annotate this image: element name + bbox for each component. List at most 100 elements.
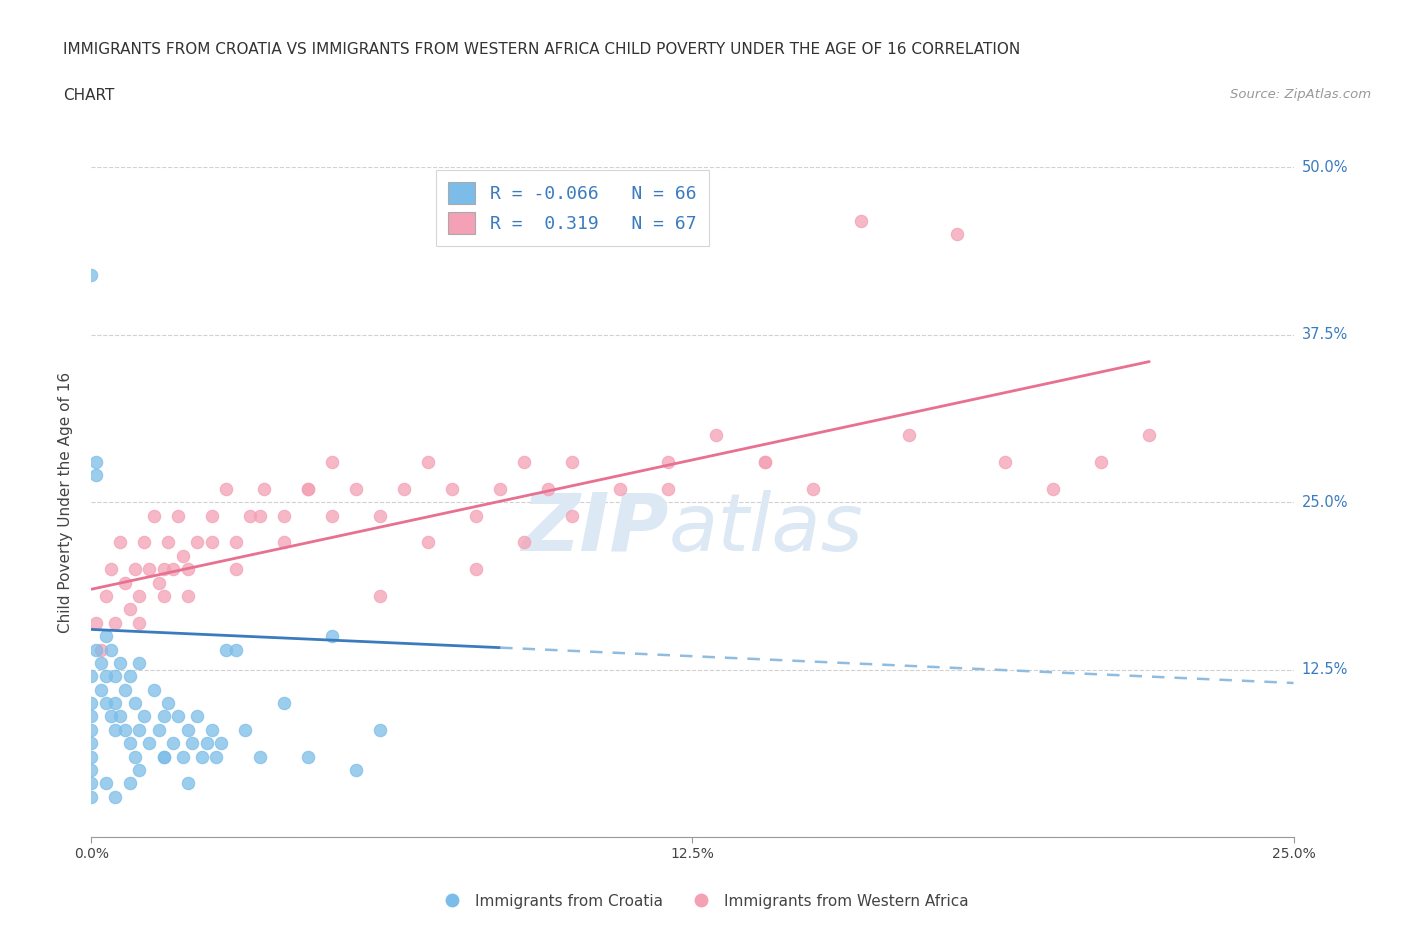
Point: [994, 455, 1017, 470]
Point: [148, 723, 170, 737]
Point: [80, 669, 103, 684]
Point: [897, 428, 920, 443]
Text: IMMIGRANTS FROM CROATIA VS IMMIGRANTS FROM WESTERN AFRICA CHILD POVERTY UNDER TH: IMMIGRANTS FROM CROATIA VS IMMIGRANTS FR…: [63, 42, 1021, 57]
Point: [249, 750, 271, 764]
Point: [104, 696, 127, 711]
Point: [80, 267, 103, 282]
Point: [321, 455, 343, 470]
Point: [167, 508, 190, 523]
Point: [215, 482, 238, 497]
Point: [162, 562, 184, 577]
Point: [176, 723, 198, 737]
Point: [84, 455, 107, 470]
Point: [344, 763, 367, 777]
Point: [104, 790, 127, 804]
Point: [195, 736, 218, 751]
Point: [201, 508, 224, 523]
Point: [128, 589, 150, 604]
Point: [172, 549, 194, 564]
Point: [138, 736, 160, 751]
Point: [191, 750, 214, 764]
Point: [321, 629, 343, 644]
Point: [148, 575, 170, 590]
Point: [513, 455, 536, 470]
Point: [368, 508, 391, 523]
Point: [233, 723, 256, 737]
Point: [80, 709, 103, 724]
Point: [215, 642, 238, 657]
Point: [181, 736, 204, 751]
Point: [118, 669, 141, 684]
Point: [90, 683, 112, 698]
Point: [416, 455, 439, 470]
Point: [849, 214, 872, 229]
Point: [80, 763, 103, 777]
Point: [124, 562, 146, 577]
Point: [801, 482, 824, 497]
Point: [157, 696, 180, 711]
Point: [114, 723, 136, 737]
Point: [100, 709, 122, 724]
Point: [297, 750, 319, 764]
Point: [176, 562, 198, 577]
Point: [1090, 455, 1112, 470]
Point: [152, 589, 174, 604]
Point: [128, 656, 150, 671]
Y-axis label: Child Poverty Under the Age of 16: Child Poverty Under the Age of 16: [58, 372, 73, 632]
Point: [80, 750, 103, 764]
Point: [561, 455, 583, 470]
Point: [297, 482, 319, 497]
Point: [134, 709, 156, 724]
Point: [609, 482, 631, 497]
Point: [142, 508, 165, 523]
Point: [80, 776, 103, 790]
Point: [1042, 482, 1064, 497]
Point: [513, 535, 536, 550]
Point: [100, 642, 122, 657]
Point: [561, 508, 583, 523]
Text: 12.5%: 12.5%: [1302, 662, 1348, 677]
Point: [172, 750, 194, 764]
Point: [84, 468, 107, 483]
Point: [162, 736, 184, 751]
Point: [489, 482, 512, 497]
Point: [118, 736, 141, 751]
Legend: R = -0.066   N = 66, R =  0.319   N = 67: R = -0.066 N = 66, R = 0.319 N = 67: [436, 170, 709, 246]
Text: ZIP: ZIP: [522, 490, 668, 568]
Point: [114, 575, 136, 590]
Point: [80, 723, 103, 737]
Point: [273, 535, 295, 550]
Point: [1137, 428, 1160, 443]
Point: [110, 709, 132, 724]
Point: [94, 696, 117, 711]
Point: [186, 535, 208, 550]
Point: [225, 562, 247, 577]
Point: [297, 482, 319, 497]
Point: [118, 776, 141, 790]
Point: [80, 696, 103, 711]
Point: [537, 482, 560, 497]
Point: [110, 535, 132, 550]
Point: [94, 669, 117, 684]
Point: [205, 750, 228, 764]
Point: [225, 535, 247, 550]
Text: 50.0%: 50.0%: [1302, 160, 1348, 175]
Point: [94, 629, 117, 644]
Point: [128, 763, 150, 777]
Point: [440, 482, 463, 497]
Point: [368, 723, 391, 737]
Point: [152, 750, 174, 764]
Point: [176, 776, 198, 790]
Point: [465, 562, 488, 577]
Text: atlas: atlas: [668, 490, 863, 568]
Text: 37.5%: 37.5%: [1302, 327, 1348, 342]
Point: [152, 709, 174, 724]
Text: CHART: CHART: [63, 88, 115, 103]
Point: [124, 696, 146, 711]
Point: [104, 616, 127, 631]
Point: [152, 750, 174, 764]
Point: [392, 482, 415, 497]
Point: [152, 562, 174, 577]
Point: [249, 508, 271, 523]
Point: [416, 535, 439, 550]
